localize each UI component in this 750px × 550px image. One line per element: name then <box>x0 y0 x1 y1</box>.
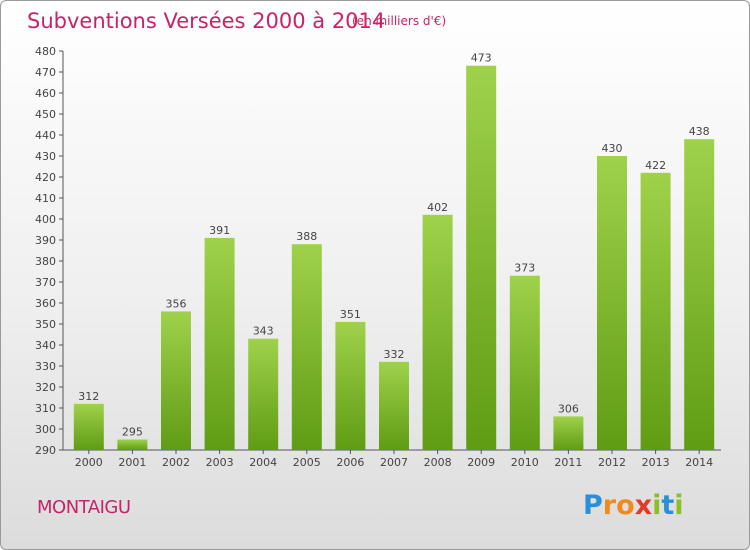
y-tick-label: 380 <box>35 255 56 268</box>
logo-letter: r <box>602 490 617 521</box>
x-tick-label: 2002 <box>162 456 190 469</box>
chart-title: Subventions Versées 2000 à 2014 <box>27 9 386 33</box>
logo-letter: x <box>634 490 653 521</box>
y-tick-label: 400 <box>35 213 56 226</box>
y-tick-label: 480 <box>35 45 56 58</box>
bar <box>553 416 584 450</box>
x-tick-label: 2005 <box>293 456 321 469</box>
data-label: 312 <box>78 390 99 403</box>
y-tick-label: 390 <box>35 234 56 247</box>
x-tick-label: 2008 <box>424 456 452 469</box>
bar <box>335 321 366 450</box>
y-tick-label: 310 <box>35 402 56 415</box>
y-tick-label: 440 <box>35 129 56 142</box>
commune-name: MONTAIGU <box>37 497 131 518</box>
data-label: 356 <box>166 297 187 310</box>
x-tick-label: 2006 <box>336 456 364 469</box>
y-tick-label: 340 <box>35 339 56 352</box>
y-tick-label: 450 <box>35 108 56 121</box>
logo-letter: P <box>583 490 603 521</box>
data-label: 373 <box>514 262 535 275</box>
data-label: 332 <box>384 348 405 361</box>
y-tick-label: 420 <box>35 171 56 184</box>
x-tick-label: 2014 <box>685 456 713 469</box>
logo-letter: i <box>652 490 662 521</box>
data-label: 351 <box>340 308 361 321</box>
data-label: 438 <box>689 125 710 138</box>
y-tick-label: 410 <box>35 192 56 205</box>
y-tick-label: 350 <box>35 318 56 331</box>
y-tick-label: 320 <box>35 381 56 394</box>
data-label: 430 <box>602 142 623 155</box>
y-tick-label: 330 <box>35 360 56 373</box>
y-tick-label: 460 <box>35 87 56 100</box>
x-tick-label: 2000 <box>75 456 103 469</box>
data-label: 388 <box>296 230 317 243</box>
x-tick-label: 2013 <box>642 456 670 469</box>
bar <box>204 237 235 450</box>
x-tick-label: 2007 <box>380 456 408 469</box>
data-label: 306 <box>558 402 579 415</box>
bar <box>597 156 627 450</box>
x-tick-label: 2010 <box>511 456 539 469</box>
bar <box>291 244 322 450</box>
bar <box>161 311 191 450</box>
x-tick-label: 2004 <box>249 456 277 469</box>
x-tick-label: 2011 <box>554 456 582 469</box>
x-tick-label: 2001 <box>118 456 146 469</box>
data-label: 402 <box>427 201 448 214</box>
x-tick-label: 2012 <box>598 456 626 469</box>
y-tick-label: 370 <box>35 276 56 289</box>
x-tick-label: 2009 <box>467 456 495 469</box>
bar <box>509 275 540 450</box>
bar <box>73 403 104 450</box>
bar <box>248 338 279 450</box>
data-label: 295 <box>122 426 143 439</box>
y-tick-label: 360 <box>35 297 56 310</box>
x-tick-label: 2003 <box>206 456 234 469</box>
bar <box>379 361 409 450</box>
bar <box>422 214 453 450</box>
data-label: 391 <box>209 224 230 237</box>
y-tick-label: 300 <box>35 423 56 436</box>
y-tick-label: 470 <box>35 66 56 79</box>
y-tick-label: 430 <box>35 150 56 163</box>
data-label: 473 <box>471 52 492 65</box>
bar <box>640 172 671 451</box>
chart-subtitle: (en milliers d'€) <box>352 14 447 28</box>
data-label: 422 <box>645 159 666 172</box>
logo-letter: i <box>674 490 684 521</box>
bar <box>684 139 715 450</box>
logo-letter: t <box>661 490 675 521</box>
proxiti-logo: Proxiti <box>583 490 684 521</box>
bar <box>117 439 148 450</box>
y-tick-label: 290 <box>35 444 56 457</box>
data-label: 343 <box>253 325 274 338</box>
bar <box>466 65 497 450</box>
logo-letter: o <box>616 490 635 521</box>
